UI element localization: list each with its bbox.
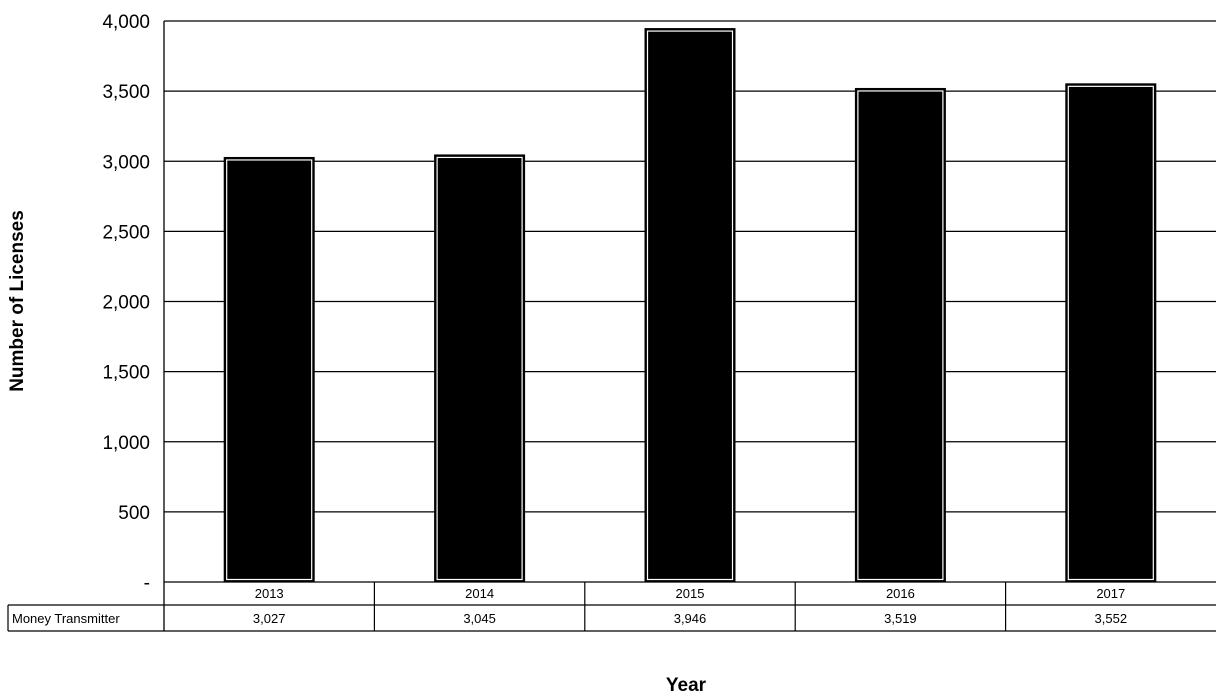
bar-fill <box>224 157 314 582</box>
series-name: Money Transmitter <box>12 611 120 626</box>
bars <box>224 29 1156 582</box>
y-tick-label: 3,000 <box>102 152 150 173</box>
data-label: 3,552 <box>1095 611 1128 626</box>
bar <box>435 155 525 582</box>
y-tick-labels: - 500 1,000 1,500 2,000 2,500 3,000 3,500 4,000 <box>102 12 150 594</box>
data-label: 3,027 <box>253 611 286 626</box>
x-tick-label: 2014 <box>465 586 494 601</box>
y-tick-label: 500 <box>118 503 150 524</box>
x-tick-label: 2017 <box>1096 586 1125 601</box>
y-tick-label: 2,000 <box>102 293 150 314</box>
data-table: 2013 2014 2015 2016 2017 Money Transmitter 3,0… <box>8 582 1216 631</box>
bar-fill <box>855 88 945 582</box>
bar-fill <box>1066 84 1156 582</box>
y-tick-label: - <box>144 573 150 594</box>
y-tick-label: 4,000 <box>102 12 150 33</box>
bar-fill <box>645 29 735 582</box>
y-tick-label: 2,500 <box>102 222 150 243</box>
data-label: 3,519 <box>884 611 917 626</box>
bar <box>1066 84 1156 582</box>
bar <box>645 29 735 582</box>
x-tick-label: 2015 <box>676 586 705 601</box>
bar-fill <box>435 155 525 582</box>
y-tick-label: 1,500 <box>102 363 150 384</box>
bar <box>855 88 945 582</box>
x-tick-label: 2013 <box>255 586 284 601</box>
y-tick-label: 3,500 <box>102 82 150 103</box>
y-axis-title: Number of Licenses <box>7 210 28 392</box>
bar <box>224 157 314 582</box>
x-axis-title: Year <box>666 675 707 696</box>
data-label: 3,045 <box>463 611 496 626</box>
y-tick-label: 1,000 <box>102 433 150 454</box>
x-tick-label: 2016 <box>886 586 915 601</box>
data-label: 3,946 <box>674 611 707 626</box>
